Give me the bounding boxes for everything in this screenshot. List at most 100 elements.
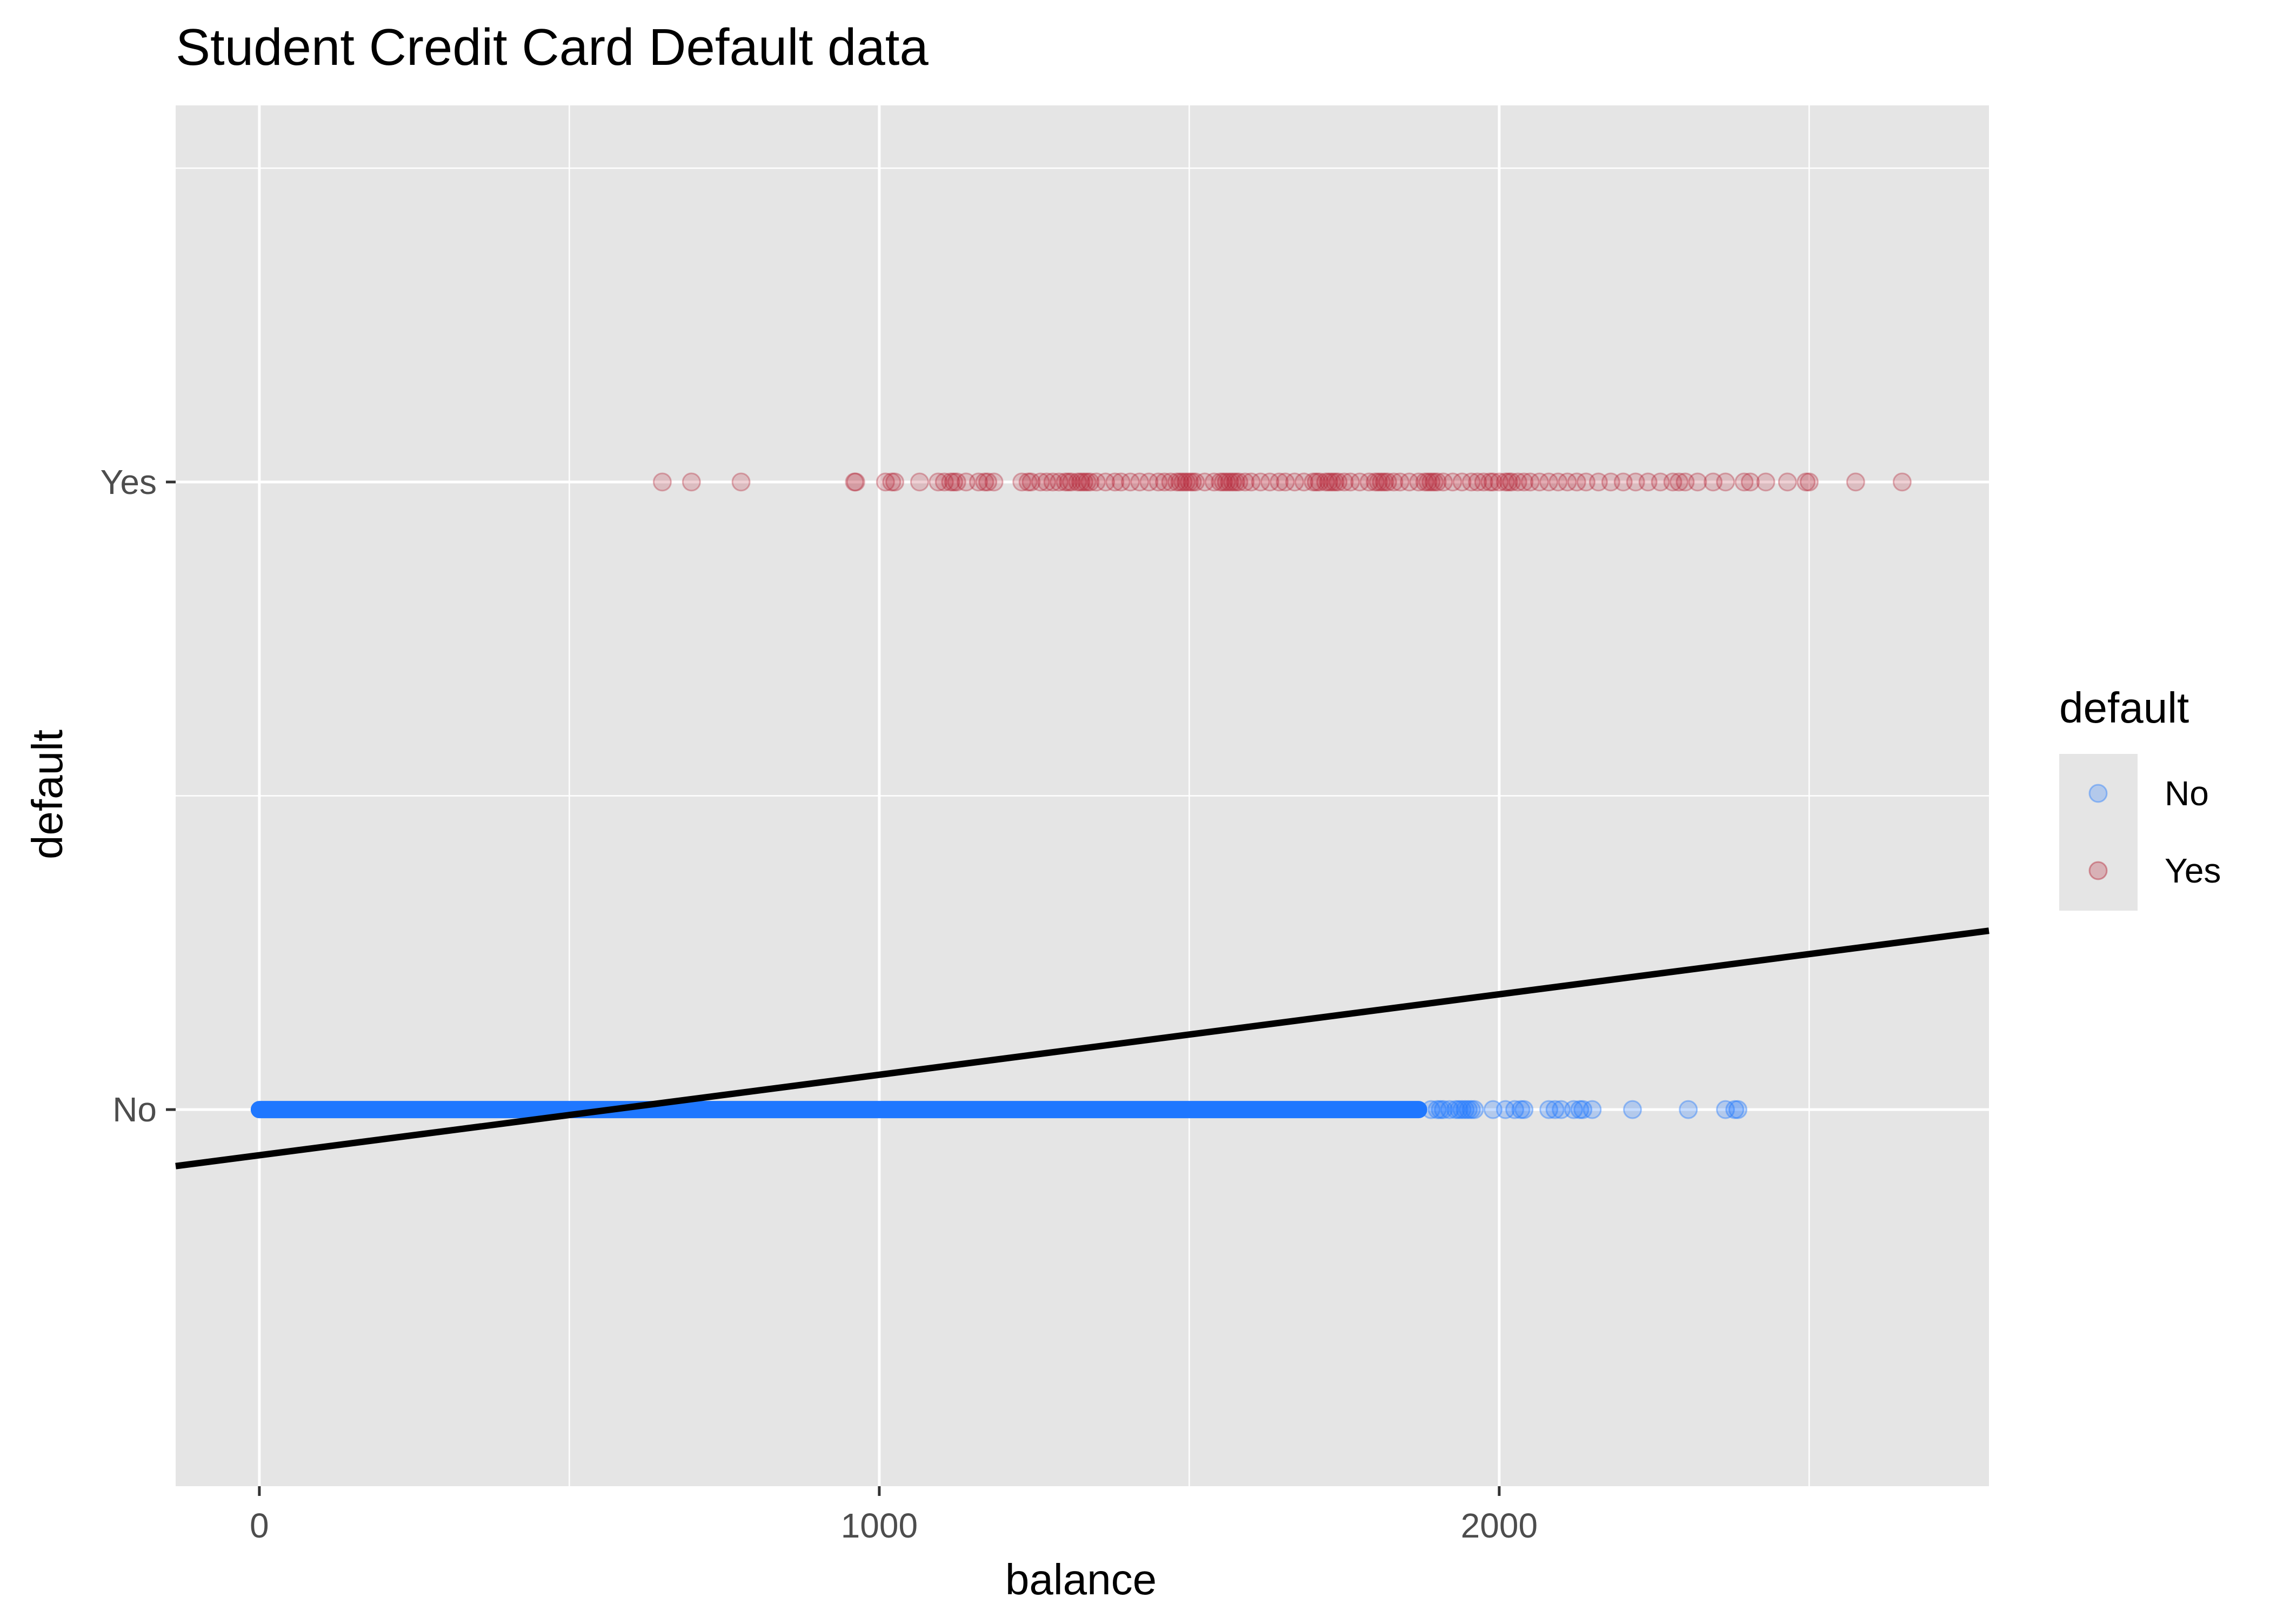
data-point: [1716, 472, 1735, 492]
x-axis: 0 1000 2000: [250, 1486, 1538, 1545]
data-point: [1567, 472, 1586, 492]
data-point: [1173, 472, 1193, 492]
data-point: [1418, 472, 1438, 492]
data-point: [1304, 472, 1323, 492]
data-point: [1446, 1100, 1466, 1119]
data-point: [956, 472, 976, 492]
data-point: [944, 472, 963, 492]
legend-key-background: [2059, 754, 2138, 911]
y-axis: No Yes: [101, 463, 176, 1129]
data-point: [1223, 472, 1243, 492]
data-point: [1740, 472, 1760, 492]
chart-title: Student Credit Card Default data: [176, 18, 929, 76]
data-points: [250, 472, 1912, 1119]
data-point: [1120, 472, 1140, 492]
data-point: [1583, 1100, 1602, 1119]
data-point: [1037, 472, 1057, 492]
data-point: [934, 472, 954, 492]
data-point: [1306, 472, 1326, 492]
data-point: [984, 472, 1004, 492]
data-point: [1294, 472, 1314, 492]
data-point: [1086, 472, 1106, 492]
data-point: [1220, 472, 1239, 492]
data-point: [1679, 1100, 1698, 1119]
data-point: [1421, 472, 1441, 492]
data-point: [731, 472, 751, 492]
data-point: [1756, 472, 1775, 492]
data-point: [845, 472, 864, 492]
legend-label-no: No: [2165, 774, 2209, 813]
data-point: [1415, 472, 1434, 492]
data-point: [1359, 472, 1379, 492]
data-point: [1368, 472, 1388, 492]
data-point: [1846, 472, 1865, 492]
data-point: [1434, 472, 1453, 492]
data-point: [1071, 472, 1091, 492]
data-point: [1111, 472, 1131, 492]
data-point: [929, 472, 948, 492]
data-point: [1375, 472, 1394, 492]
data-point: [1570, 1100, 1590, 1119]
data-point: [1468, 472, 1487, 492]
data-point: [1400, 472, 1419, 492]
y-axis-title: default: [23, 730, 71, 859]
data-point: [1251, 472, 1270, 492]
data-point: [1545, 1100, 1565, 1119]
data-point: [1177, 472, 1196, 492]
data-point: [1461, 1100, 1481, 1119]
data-point: [1465, 1100, 1484, 1119]
data-point: [1325, 472, 1345, 492]
minor-gridlines: [176, 105, 1989, 1486]
legend-label-yes: Yes: [2165, 851, 2221, 890]
data-point: [1056, 472, 1075, 492]
data-point: [1378, 472, 1397, 492]
data-point: [1195, 472, 1214, 492]
data-point: [1409, 472, 1428, 492]
data-point: [1322, 472, 1341, 492]
data-point: [1229, 472, 1248, 492]
data-point: [1424, 472, 1444, 492]
data-point: [1018, 472, 1038, 492]
data-point: [1797, 472, 1816, 492]
data-point: [1539, 472, 1559, 492]
data-point: [1530, 472, 1549, 492]
data-point: [1474, 472, 1493, 492]
data-point: [1421, 1100, 1441, 1119]
data-point: [1675, 472, 1695, 492]
data-point: [1520, 472, 1540, 492]
data-point: [1012, 472, 1032, 492]
data-point: [1651, 472, 1670, 492]
data-point: [978, 472, 998, 492]
data-point: [1427, 472, 1447, 492]
legend-key-yes: [2088, 861, 2108, 880]
data-point: [682, 472, 701, 492]
data-point: [1734, 472, 1754, 492]
data-point: [1548, 472, 1568, 492]
data-point: [1452, 1100, 1472, 1119]
data-point: [885, 472, 905, 492]
data-point: [1495, 1100, 1515, 1119]
data-point: [1211, 472, 1230, 492]
data-point: [1483, 472, 1503, 492]
data-point: [910, 472, 929, 492]
data-point: [1539, 1100, 1559, 1119]
legend-entries: No Yes: [2088, 774, 2221, 890]
data-point: [1638, 472, 1658, 492]
data-point: [1270, 472, 1289, 492]
data-point: [969, 472, 988, 492]
data-point: [1217, 472, 1236, 492]
data-point: [947, 472, 966, 492]
data-point: [1130, 472, 1150, 492]
data-point: [1341, 472, 1360, 492]
data-point: [1316, 472, 1336, 492]
data-point: [1502, 472, 1521, 492]
data-point: [1285, 472, 1304, 492]
data-point: [1508, 472, 1527, 492]
data-point: [1236, 472, 1255, 492]
data-point: [876, 472, 895, 492]
data-point: [1514, 472, 1534, 492]
data-point: [1154, 472, 1174, 492]
data-point: [1688, 472, 1707, 492]
